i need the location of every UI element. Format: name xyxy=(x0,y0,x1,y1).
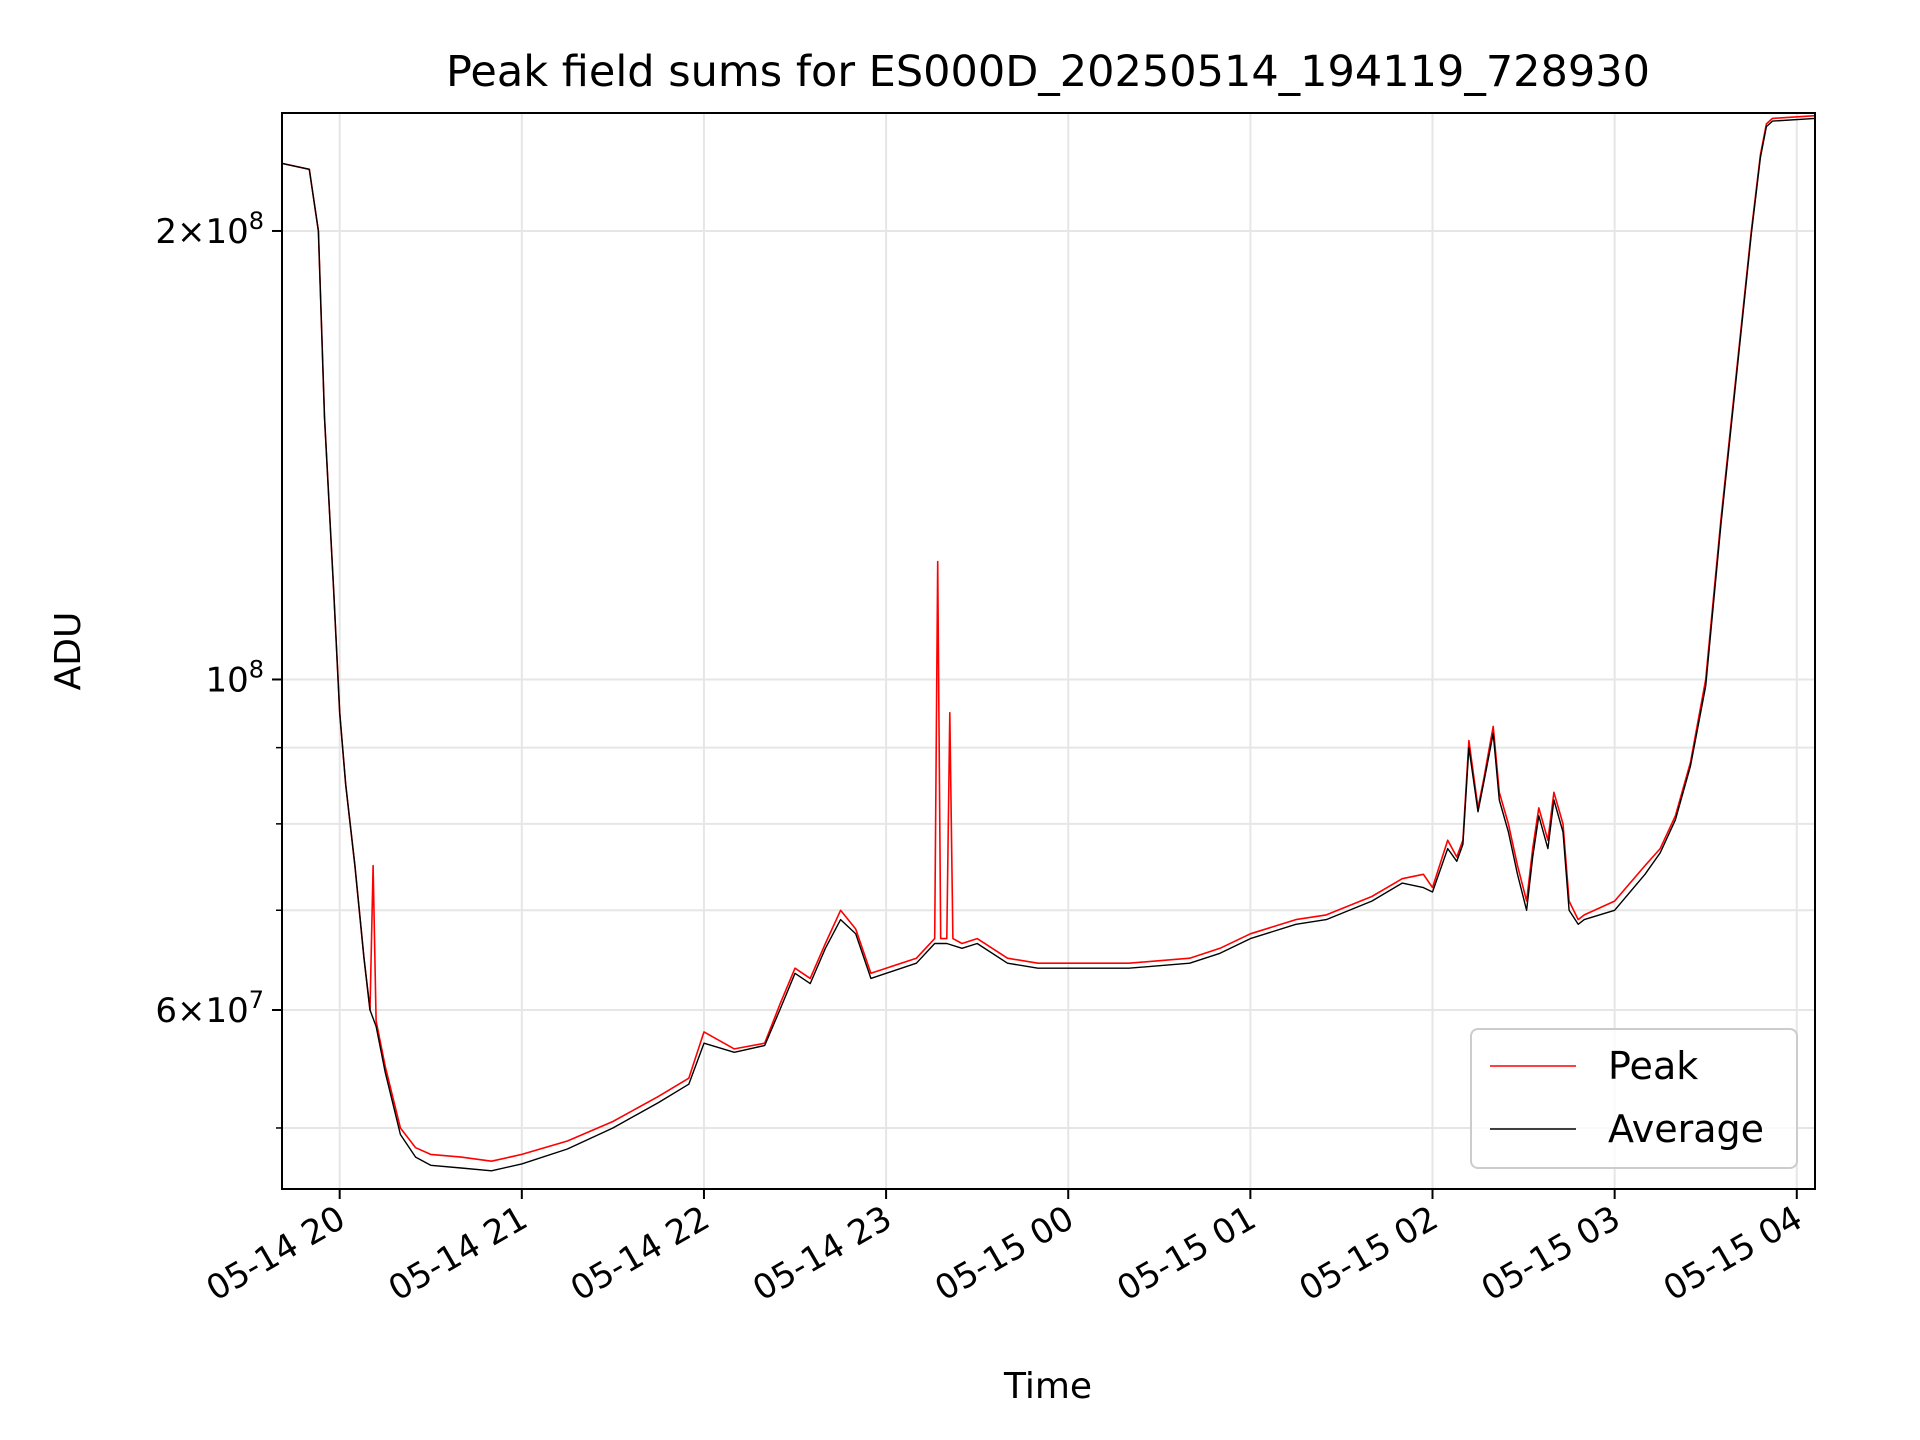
series-layer xyxy=(281,114,1816,1172)
legend-box xyxy=(1470,1028,1798,1169)
y-tick-exponent: 8 xyxy=(249,207,264,235)
x-axis-label: Time xyxy=(1003,1366,1092,1407)
y-tick-base: 10 xyxy=(205,660,248,700)
y-tick-exponent: 7 xyxy=(249,986,264,1014)
legend-label-peak: Peak xyxy=(1608,1044,1698,1088)
series-line-average xyxy=(281,117,1816,1172)
y-tick-label: 108 xyxy=(205,655,264,700)
y-tick-label: 6×107 xyxy=(155,986,264,1031)
chart-title: Peak field sums for ES000D_20250514_1941… xyxy=(446,47,1650,97)
series-line-peak xyxy=(281,114,1816,1162)
y-tick-label: 2×108 xyxy=(155,207,264,252)
y-tick-mantissa: 2× xyxy=(155,212,205,252)
plot-frame xyxy=(281,112,1816,1190)
y-tick-base: 10 xyxy=(205,991,248,1031)
legend: Peak Average xyxy=(1470,1028,1798,1169)
y-axis-label: ADU xyxy=(48,612,89,691)
y-tick-mantissa: 6× xyxy=(155,991,205,1031)
y-tick-exponent: 8 xyxy=(249,655,264,683)
y-tick-base: 10 xyxy=(205,212,248,252)
legend-label-average: Average xyxy=(1608,1107,1764,1151)
